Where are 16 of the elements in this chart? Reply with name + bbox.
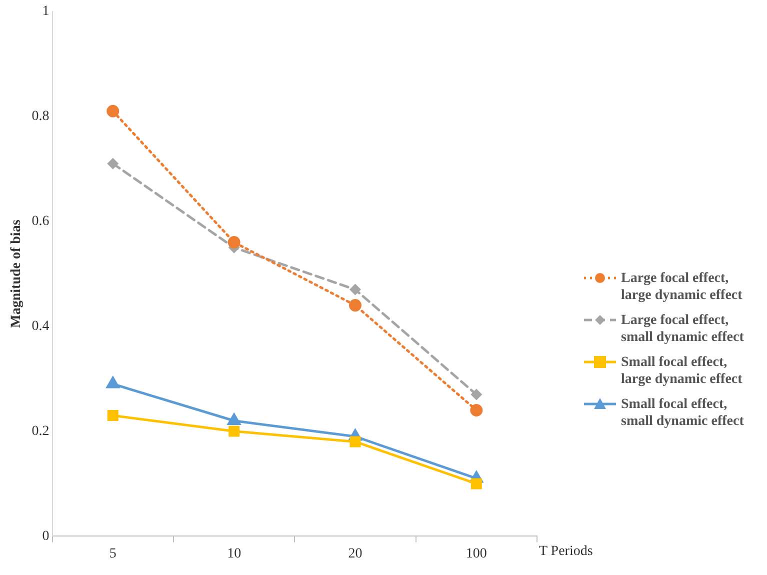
x-tick-label: 100 <box>466 546 487 562</box>
y-axis-title: Magnitude of bias <box>9 219 24 328</box>
legend-label: Small focal effect, small dynamic effect <box>621 396 745 430</box>
y-tick-label: 1 <box>42 4 50 20</box>
x-tick-label: 10 <box>227 546 242 562</box>
legend-label: Large focal effect, small dynamic effect <box>621 312 745 346</box>
y-tick-label: 0.4 <box>32 318 50 334</box>
y-tick-label: 0 <box>42 528 50 544</box>
x-tick-label: 20 <box>348 546 362 562</box>
legend-label: Large focal effect, large dynamic effect <box>621 270 744 304</box>
x-axis-title: T Periods <box>539 544 593 560</box>
x-tick-label: 5 <box>109 546 116 562</box>
y-tick-label: 0.6 <box>32 214 50 229</box>
y-tick-label: 0.8 <box>32 109 50 124</box>
legend-label: Small focal effect, large dynamic effect <box>621 354 744 388</box>
y-tick-label: 0.2 <box>32 424 50 439</box>
